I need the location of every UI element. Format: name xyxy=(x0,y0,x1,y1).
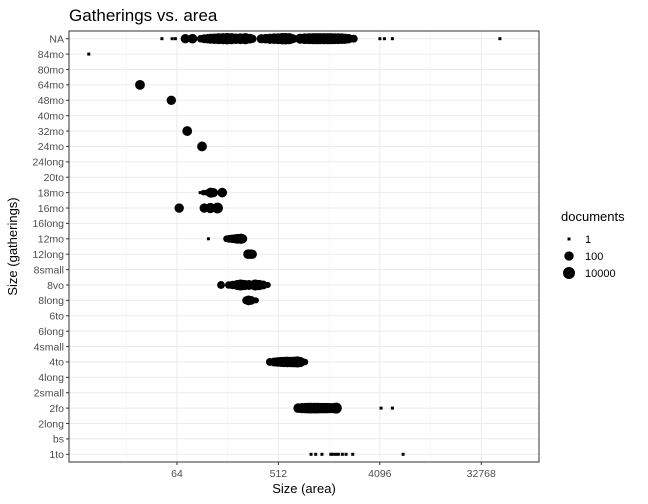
y-tick-label: bs xyxy=(53,434,64,446)
y-tick-label: 24long xyxy=(32,157,64,169)
data-point xyxy=(252,297,259,304)
legend-label: 1 xyxy=(585,234,591,246)
y-tick-label: 18mo xyxy=(38,187,64,199)
data-point xyxy=(238,234,248,244)
data-point xyxy=(314,452,318,456)
y-tick-label: 16mo xyxy=(38,203,64,215)
y-tick-label: 40mo xyxy=(38,110,64,122)
y-axis: 1to bs 2long 2fo 2small 4long 4to 4small 6long 6t… xyxy=(32,33,69,461)
data-point xyxy=(309,452,313,456)
x-tick-label: 64 xyxy=(171,468,183,480)
legend: documents 1 100 10000 xyxy=(561,209,625,280)
y-tick-label: 4long xyxy=(38,372,64,384)
data-point xyxy=(187,33,198,44)
data-point xyxy=(288,34,298,44)
y-tick-label: 2fo xyxy=(49,403,64,415)
data-point xyxy=(173,37,177,41)
y-tick-label: 4small xyxy=(34,341,64,353)
data-point xyxy=(390,37,394,41)
data-point xyxy=(320,452,324,456)
chart-title: Gatherings vs. area xyxy=(69,6,218,25)
data-point xyxy=(301,358,309,366)
data-point xyxy=(258,280,268,290)
data-point xyxy=(344,452,348,456)
data-point xyxy=(390,406,394,410)
y-tick-label: 8small xyxy=(34,264,64,276)
data-point xyxy=(349,34,358,43)
data-point xyxy=(198,191,202,195)
y-tick-label: 16long xyxy=(32,218,64,230)
grid xyxy=(69,31,539,462)
data-point xyxy=(246,296,256,305)
data-point xyxy=(248,34,257,43)
x-tick-label: 512 xyxy=(270,468,288,480)
data-point xyxy=(330,452,334,456)
y-tick-label: 8vo xyxy=(47,280,64,292)
y-tick-label: 24mo xyxy=(38,141,64,153)
y-tick-label: 4to xyxy=(49,357,64,369)
data-point xyxy=(212,202,223,214)
data-point xyxy=(135,79,145,90)
data-point xyxy=(197,141,207,152)
y-tick-label: 20to xyxy=(44,172,65,184)
y-tick-label: 8long xyxy=(38,295,64,307)
legend-title: documents xyxy=(561,209,625,224)
x-axis: 64 512 4096 32768 xyxy=(171,462,496,480)
y-tick-label: 84mo xyxy=(38,49,64,61)
plot-panel xyxy=(69,31,539,462)
data-point xyxy=(217,281,225,289)
y-tick-label: 80mo xyxy=(38,64,64,76)
data-point xyxy=(247,249,257,259)
data-point xyxy=(340,452,344,456)
data-point xyxy=(330,402,342,414)
data-point xyxy=(336,452,340,456)
y-tick-label: 6long xyxy=(38,326,64,338)
panel-border xyxy=(68,30,540,463)
data-point xyxy=(208,187,219,198)
x-tick-label: 4096 xyxy=(368,468,392,480)
data-point xyxy=(87,52,91,56)
data-point xyxy=(401,452,405,456)
data-point xyxy=(379,406,383,410)
data-point xyxy=(206,237,210,241)
data-point xyxy=(329,452,333,456)
data-point xyxy=(498,37,502,41)
data-point xyxy=(170,37,174,41)
data-point xyxy=(182,126,193,136)
data-point xyxy=(351,452,355,456)
legend-key xyxy=(567,237,571,241)
data-point xyxy=(333,452,337,456)
y-tick-label: NA xyxy=(49,33,64,45)
data-point xyxy=(264,281,271,289)
y-tick-label: 12mo xyxy=(38,234,64,246)
y-axis-title: Size (gatherings) xyxy=(5,197,20,295)
data-point xyxy=(382,37,386,41)
data-point xyxy=(217,187,228,198)
y-tick-label: 6to xyxy=(49,311,64,323)
y-tick-label: 2long xyxy=(38,418,64,430)
y-tick-label: 1to xyxy=(49,449,64,461)
legend-key xyxy=(564,251,574,261)
x-tick-label: 32768 xyxy=(467,468,496,480)
data-point xyxy=(180,34,191,44)
data-point xyxy=(166,95,176,105)
y-tick-label: 32mo xyxy=(38,126,64,138)
y-tick-label: 2small xyxy=(34,388,64,400)
y-tick-label: 64mo xyxy=(38,80,64,92)
x-axis-title: Size (area) xyxy=(272,481,336,496)
y-tick-label: 12long xyxy=(32,249,64,261)
legend-label: 100 xyxy=(585,251,603,263)
legend-label: 10000 xyxy=(585,268,616,280)
legend-key xyxy=(563,267,575,279)
data-points xyxy=(87,33,502,456)
data-point xyxy=(378,37,382,41)
data-point xyxy=(174,203,184,213)
y-tick-label: 48mo xyxy=(38,95,64,107)
data-point xyxy=(160,37,164,41)
